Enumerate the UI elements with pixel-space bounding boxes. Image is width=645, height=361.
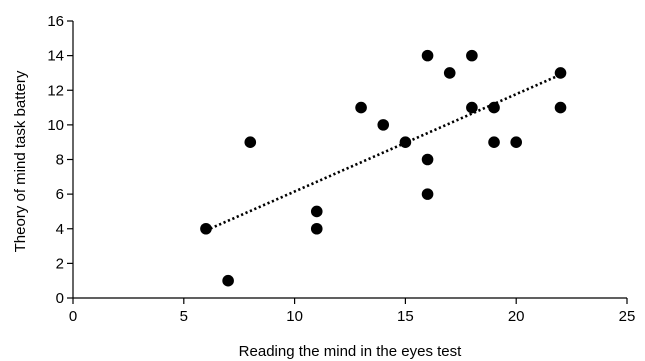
data-point — [421, 153, 434, 166]
y-axis-title: Theory of mind task battery — [12, 70, 29, 252]
trendline — [205, 73, 562, 232]
data-point — [310, 222, 323, 235]
data-point — [355, 101, 367, 114]
x-tick-label: 0 — [69, 308, 77, 325]
data-point — [554, 101, 567, 114]
x-tick-label: 20 — [508, 308, 525, 325]
y-tick-label: 6 — [56, 186, 64, 203]
data-point — [443, 67, 456, 79]
data-point — [244, 136, 257, 148]
x-tick-label: 25 — [619, 308, 636, 325]
data-point — [488, 136, 500, 148]
data-point — [466, 101, 478, 114]
data-point — [554, 67, 567, 79]
data-point — [421, 188, 434, 200]
y-tick-label: 16 — [47, 13, 64, 30]
y-tick-label: 10 — [47, 117, 64, 134]
y-tick-label: 0 — [56, 290, 64, 307]
y-axis-ticks: 0 2 4 6 8 10 12 14 16 — [47, 13, 73, 307]
data-point — [466, 49, 478, 62]
data-point — [310, 205, 323, 218]
data-point — [399, 136, 412, 148]
data-point — [488, 101, 500, 114]
y-tick-label: 8 — [56, 152, 64, 169]
x-axis-title: Reading the mind in the eyes test — [239, 343, 462, 360]
data-point — [222, 274, 234, 287]
x-tick-label: 10 — [286, 308, 303, 325]
y-tick-label: 2 — [56, 255, 64, 272]
x-tick-label: 5 — [180, 308, 188, 325]
y-tick-label: 14 — [47, 48, 64, 65]
y-tick-label: 4 — [56, 221, 64, 238]
data-point — [377, 119, 390, 131]
data-point — [421, 49, 434, 62]
x-tick-label: 15 — [397, 308, 414, 325]
data-points — [200, 49, 567, 287]
data-point — [200, 222, 212, 235]
data-point — [510, 136, 522, 148]
y-tick-label: 12 — [47, 82, 64, 99]
x-axis-ticks: 0 5 10 15 20 25 — [69, 298, 636, 325]
axes — [72, 21, 627, 299]
